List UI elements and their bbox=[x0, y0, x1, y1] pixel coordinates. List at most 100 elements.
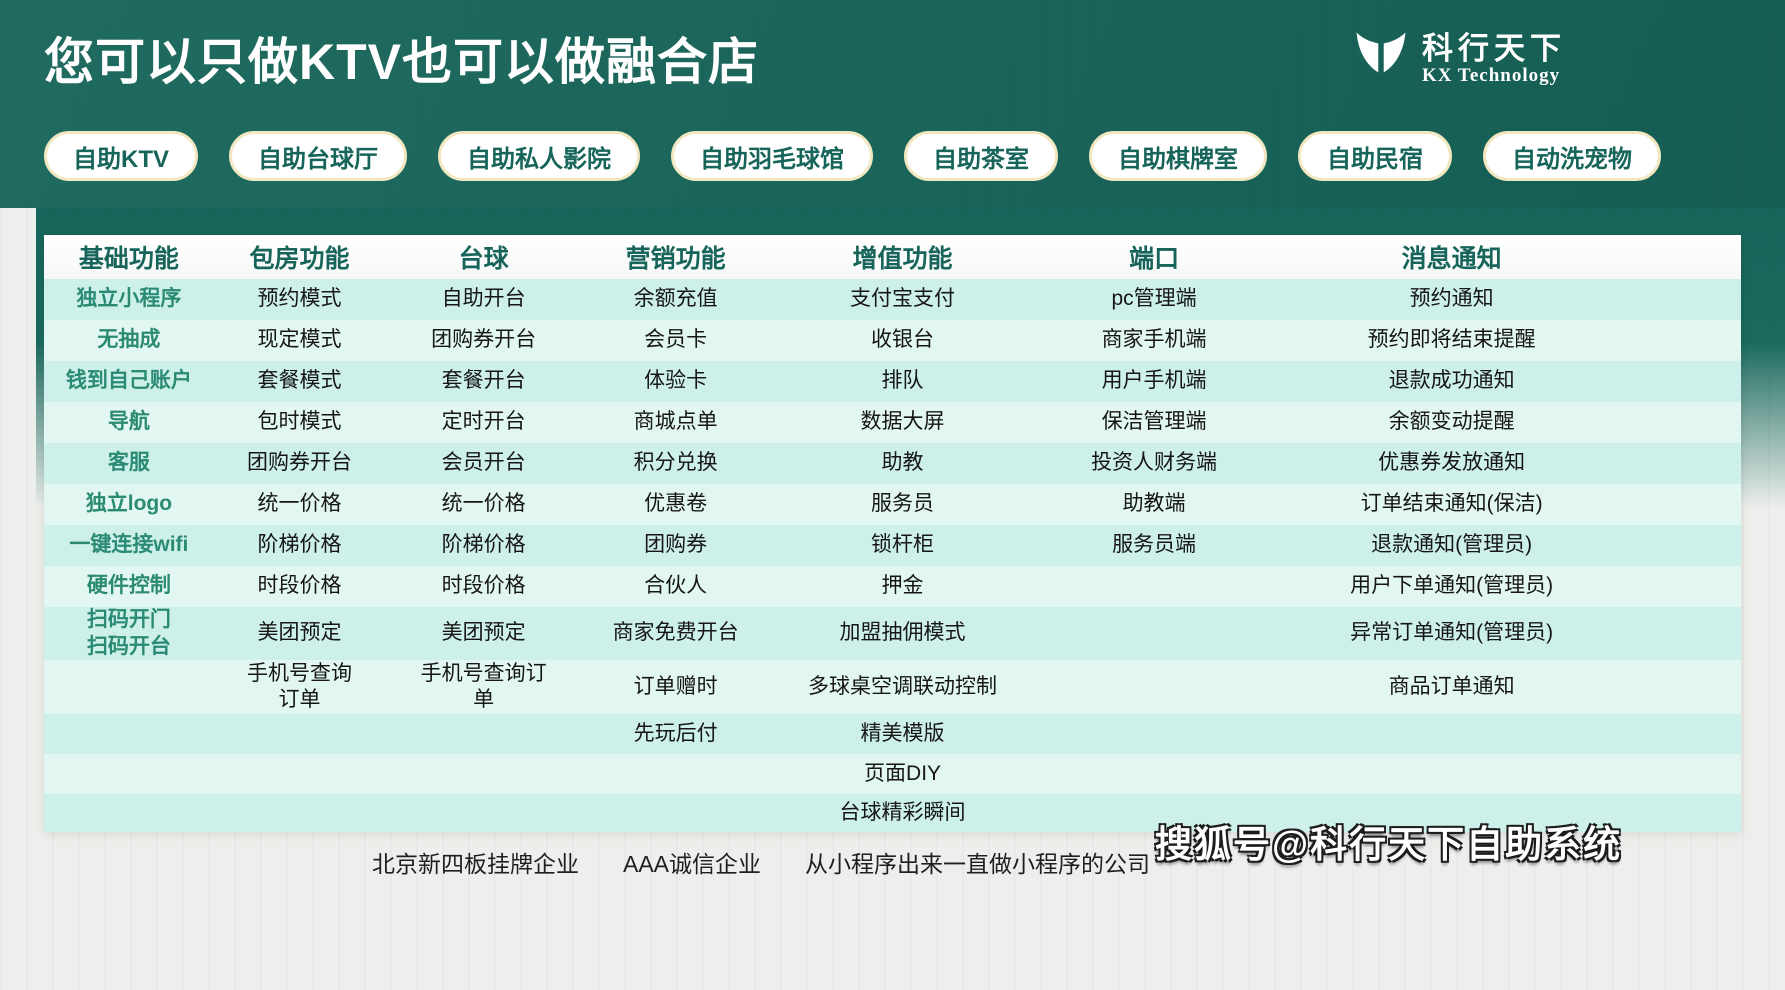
table-row: 先玩后付 精美模版 bbox=[44, 714, 1741, 754]
table-cell: 套餐开台 bbox=[441, 369, 526, 393]
table-cell: 余额充值 bbox=[633, 287, 718, 311]
table-cell: 团购券 bbox=[644, 533, 708, 557]
table-cell: 定时开台 bbox=[441, 410, 526, 434]
table-cell: 硬件控制 bbox=[86, 574, 171, 598]
table-cell: 统一价格 bbox=[441, 492, 526, 516]
table-cell: 钱到自己账户 bbox=[65, 369, 192, 393]
table-cell: 押金 bbox=[881, 574, 924, 598]
table-cell: 用户手机端 bbox=[1101, 369, 1207, 393]
brand-text: 科行天下 KX Technology bbox=[1422, 31, 1566, 86]
table-cell: 预约模式 bbox=[257, 287, 342, 311]
table-cell: 多球桌空调联动控制 bbox=[808, 674, 998, 698]
table-cell: 阶梯价格 bbox=[441, 533, 526, 557]
table-cell: 自助开台 bbox=[441, 287, 526, 311]
table-cell: 阶梯价格 bbox=[257, 533, 342, 557]
table-cell: 独立logo bbox=[85, 492, 173, 516]
table-cell: 投资人财务端 bbox=[1091, 451, 1218, 475]
table-row: 独立logo 统一价格 统一价格 优惠卷 服务员 助教端 订单结束通知(保洁) bbox=[44, 484, 1741, 525]
table-cell: 时段价格 bbox=[257, 574, 342, 598]
category-pill[interactable]: 自助私人影院 bbox=[438, 131, 640, 181]
credential-item: AAA诚信企业 bbox=[623, 851, 762, 877]
credential-item: 从小程序出来一直做小程序的公司 bbox=[805, 851, 1151, 877]
table-cell: 优惠卷 bbox=[644, 492, 708, 516]
table-cell: 合伙人 bbox=[644, 574, 708, 598]
table-row: 台球精彩瞬间 bbox=[44, 794, 1741, 832]
category-pill[interactable]: 自助棋牌室 bbox=[1089, 131, 1267, 181]
table-cell: 锁杆柜 bbox=[871, 533, 935, 557]
table-cell: 先玩后付 bbox=[633, 721, 718, 745]
table-cell: 手机号查询 订单 bbox=[246, 661, 352, 711]
table-cell: pc管理端 bbox=[1111, 287, 1197, 311]
table-cell: 支付宝支付 bbox=[850, 287, 956, 311]
table-cell: 订单结束通知(保洁) bbox=[1360, 492, 1543, 516]
table-cell: 商家免费开台 bbox=[612, 621, 739, 645]
table-row: 钱到自己账户 套餐模式 套餐开台 体验卡 排队 用户手机端 退款成功通知 bbox=[44, 361, 1741, 402]
table-cell: 积分兑换 bbox=[633, 451, 718, 475]
table-row: 页面DIY bbox=[44, 754, 1741, 794]
table-cell: 会员卡 bbox=[644, 328, 708, 352]
table-cell: 体验卡 bbox=[644, 369, 708, 393]
brand-name-cn: 科行天下 bbox=[1422, 31, 1566, 67]
column-header: 基础功能 bbox=[78, 245, 179, 273]
table-cell: 精美模版 bbox=[860, 721, 945, 745]
table-cell: 数据大屏 bbox=[860, 410, 945, 434]
table-cell: 退款通知(管理员) bbox=[1371, 533, 1533, 557]
table-row: 导航 包时模式 定时开台 商城点单 数据大屏 保洁管理端 余额变动提醒 bbox=[44, 402, 1741, 443]
category-pill[interactable]: 自助KTV bbox=[44, 131, 198, 181]
table-cell: 助教 bbox=[881, 451, 924, 475]
category-pills: 自助KTV 自助台球厅 自助私人影院 自助羽毛球馆 自助茶室 自助棋牌室 自助民宿 自动洗宠物 bbox=[44, 131, 1661, 181]
table-cell: 退款成功通知 bbox=[1388, 369, 1515, 393]
table-cell: 包时模式 bbox=[257, 410, 342, 434]
table-cell: 助教端 bbox=[1122, 492, 1186, 516]
column-header: 增值功能 bbox=[852, 245, 953, 273]
table-cell: 时段价格 bbox=[441, 574, 526, 598]
table-cell: 用户下单通知(管理员) bbox=[1350, 574, 1554, 598]
table-cell: 商城点单 bbox=[633, 410, 718, 434]
table-cell: 服务员端 bbox=[1112, 533, 1197, 557]
table-row: 扫码开门 扫码开台 美团预定 美团预定 商家免费开台 加盟抽佣模式 异常订单通知(管理员) bbox=[44, 607, 1741, 660]
credentials-bar: 北京新四板挂牌企业 AAA诚信企业 从小程序出来一直做小程序的公司 bbox=[372, 845, 1150, 879]
column-header: 消息通知 bbox=[1401, 245, 1502, 273]
feature-table: 基础功能 包房功能 台球 营销功能 增值功能 端口 消息通知 独立小程序 预约模式 自助开台 余额… bbox=[44, 235, 1741, 832]
table-cell: 美团预定 bbox=[441, 621, 526, 645]
column-header: 营销功能 bbox=[625, 245, 726, 273]
table-header-row: 基础功能 包房功能 台球 营销功能 增值功能 端口 消息通知 bbox=[44, 235, 1741, 279]
brand-logo: 科行天下 KX Technology bbox=[1352, 30, 1566, 89]
table-cell: 预约即将结束提醒 bbox=[1367, 328, 1536, 352]
column-header: 端口 bbox=[1129, 245, 1180, 273]
watermark: 搜狐号@科行天下自助系统 bbox=[1155, 824, 1623, 865]
category-pill[interactable]: 自助羽毛球馆 bbox=[671, 131, 873, 181]
table-row: 硬件控制 时段价格 时段价格 合伙人 押金 用户下单通知(管理员) bbox=[44, 566, 1741, 607]
butterfly-icon bbox=[1352, 30, 1410, 89]
page-title: 您可以只做KTV也可以做融合店 bbox=[44, 34, 759, 90]
table-cell: 美团预定 bbox=[257, 621, 342, 645]
table-row: 客服 团购券开台 会员开台 积分兑换 助教 投资人财务端 优惠券发放通知 bbox=[44, 443, 1741, 484]
table-row: 无抽成 现定模式 团购券开台 会员卡 收银台 商家手机端 预约即将结束提醒 bbox=[44, 320, 1741, 361]
table-cell: 保洁管理端 bbox=[1101, 410, 1207, 434]
table-cell: 页面DIY bbox=[864, 761, 942, 785]
brand-name-en: KX Technology bbox=[1422, 64, 1561, 86]
category-pill[interactable]: 自动洗宠物 bbox=[1483, 131, 1661, 181]
category-pill[interactable]: 自助民宿 bbox=[1298, 131, 1452, 181]
table-cell: 无抽成 bbox=[97, 328, 161, 352]
column-header: 包房功能 bbox=[249, 245, 350, 273]
category-pill[interactable]: 自助台球厅 bbox=[229, 131, 407, 181]
table-cell: 排队 bbox=[881, 369, 924, 393]
table-cell: 会员开台 bbox=[441, 451, 526, 475]
table-cell: 台球精彩瞬间 bbox=[839, 800, 966, 824]
table-cell: 一键连接wifi bbox=[69, 533, 189, 557]
table-cell: 预约通知 bbox=[1409, 287, 1494, 311]
table-cell: 异常订单通知(管理员) bbox=[1350, 621, 1554, 645]
table-cell: 加盟抽佣模式 bbox=[839, 621, 966, 645]
table-body: 独立小程序 预约模式 自助开台 余额充值 支付宝支付 pc管理端 预约通知 无抽成 现定模式 团购… bbox=[44, 279, 1741, 832]
table-cell: 扫码开门 扫码开台 bbox=[86, 608, 171, 658]
category-pill[interactable]: 自助茶室 bbox=[904, 131, 1058, 181]
table-cell: 手机号查询订 单 bbox=[420, 661, 547, 711]
table-cell: 现定模式 bbox=[257, 328, 342, 352]
table-cell: 独立小程序 bbox=[76, 287, 182, 311]
table-cell: 优惠券发放通知 bbox=[1378, 451, 1526, 475]
table-cell: 团购券开台 bbox=[246, 451, 352, 475]
table-cell: 团购券开台 bbox=[431, 328, 537, 352]
table-cell: 客服 bbox=[107, 451, 150, 475]
